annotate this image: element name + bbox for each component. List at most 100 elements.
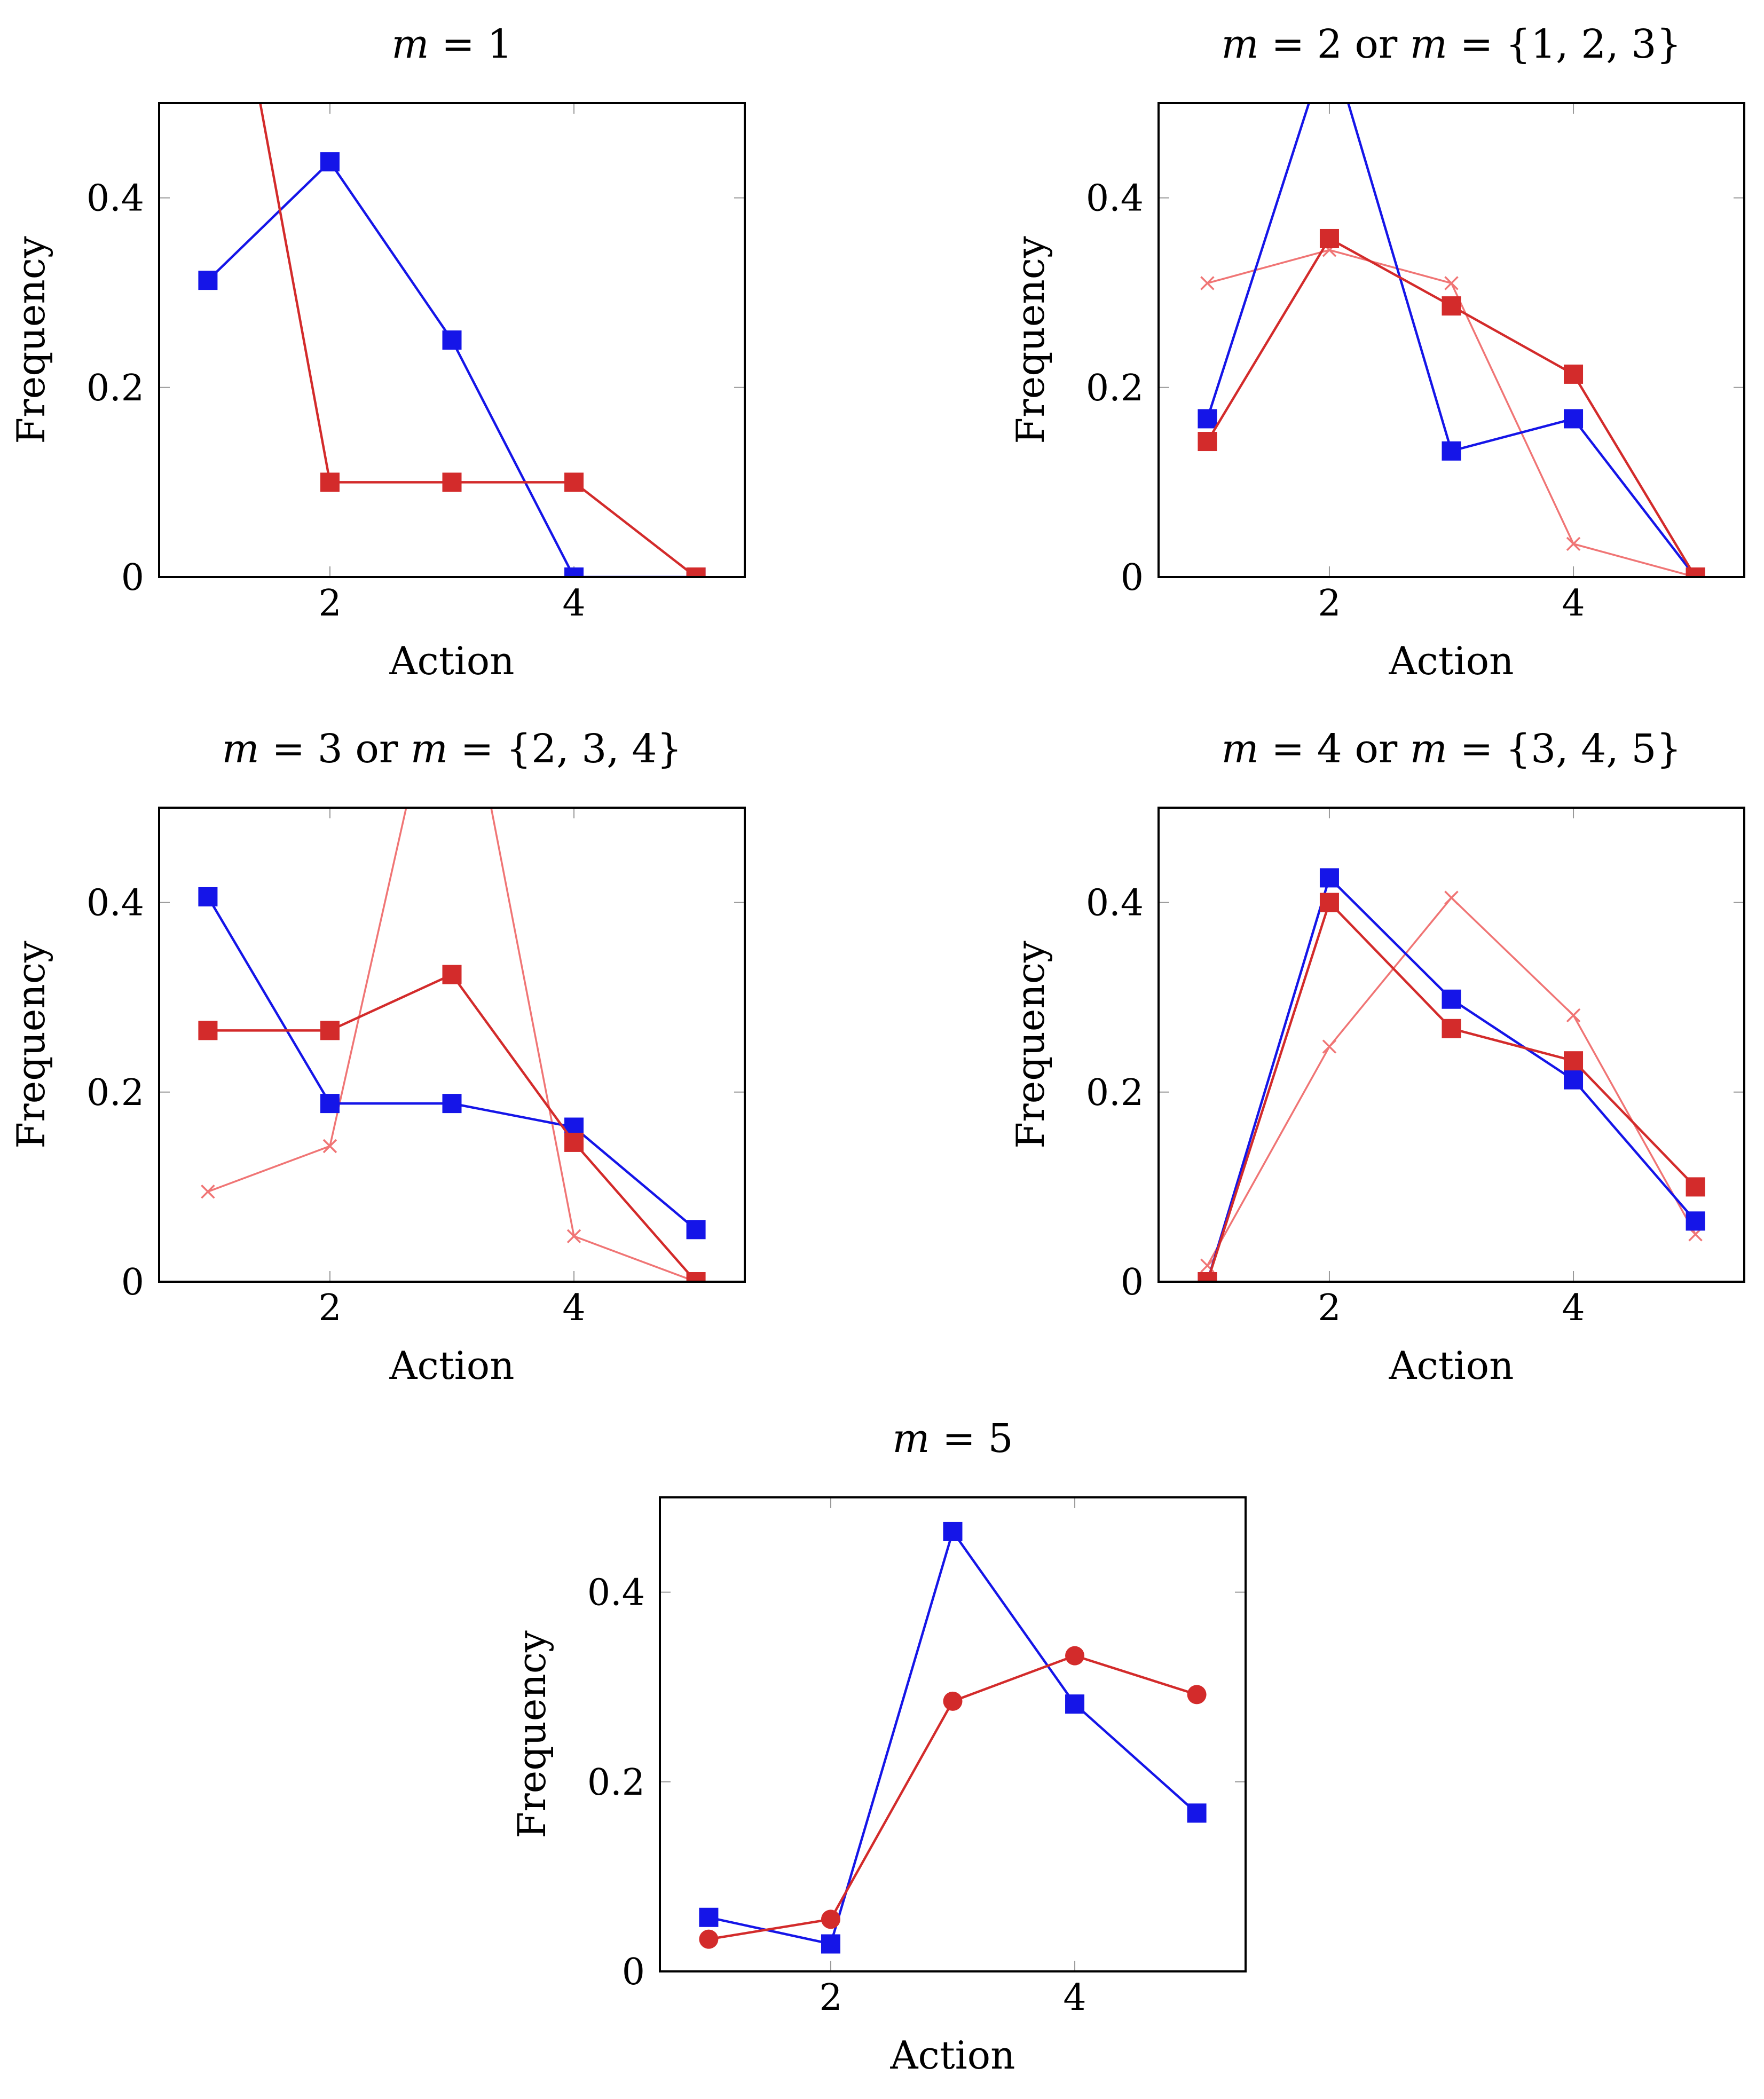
y-tick-label: 0.4 <box>587 1572 645 1614</box>
series-line-light-red <box>207 808 697 1282</box>
data-point-blue <box>1198 409 1217 429</box>
y-tick-label: 0.4 <box>1086 178 1144 220</box>
x-tick-label: 2 <box>318 582 341 625</box>
x-tick-label: 2 <box>819 1977 842 2019</box>
data-point-red <box>564 1132 584 1152</box>
data-point-red <box>564 472 584 492</box>
x-axis-label: Action <box>1389 638 1514 683</box>
x-tick-label: 4 <box>1063 1977 1086 2019</box>
data-point-blue <box>1319 868 1339 888</box>
data-point-red <box>686 567 706 577</box>
data-point-light-red <box>1566 536 1581 551</box>
x-tick-label: 2 <box>1318 1287 1341 1329</box>
data-point-blue <box>564 567 584 577</box>
data-point-red <box>1198 432 1217 452</box>
data-point-light-red <box>1444 890 1459 905</box>
data-point-blue <box>686 1220 706 1240</box>
y-tick-label: 0 <box>1121 557 1144 599</box>
data-point-red <box>1686 1177 1705 1197</box>
x-tick-label: 4 <box>562 1287 585 1329</box>
chart-title: m = 2 or m = {1, 2, 3} <box>1222 21 1682 67</box>
data-point-blue <box>320 1094 340 1114</box>
y-tick-label: 0.2 <box>587 1762 645 1804</box>
plot-frame <box>158 102 746 578</box>
y-axis-label: Frequency <box>509 1630 554 1838</box>
data-point-light-red <box>201 1185 215 1199</box>
y-tick-label: 0 <box>1121 1261 1144 1304</box>
plot-area <box>1198 103 1705 577</box>
plot-area <box>198 598 706 1282</box>
plot-area <box>198 103 706 577</box>
series-line-blue <box>207 896 697 1231</box>
series-line-blue <box>708 1528 1198 1946</box>
y-tick-label: 0 <box>622 1951 645 1993</box>
y-tick-label: 0.2 <box>86 367 144 409</box>
data-point-light-red <box>1444 276 1459 290</box>
data-point-blue <box>320 152 340 172</box>
data-point-light-red <box>446 598 459 611</box>
x-tick-label: 2 <box>318 1287 341 1329</box>
chart-title: m = 5 <box>892 1416 1013 1462</box>
data-point-blue <box>943 1521 963 1541</box>
plot-frame <box>1157 102 1745 578</box>
y-tick-label: 0.2 <box>1086 367 1144 409</box>
chart-2: 2 4 0 0.2 0.4 Action Frequency m = 2 or m = {1,… <box>1008 21 1745 683</box>
plot-area <box>1198 868 1705 1282</box>
data-point-red <box>320 1021 340 1040</box>
x-axis-label: Action <box>1389 1343 1514 1388</box>
data-point-red <box>943 1691 963 1711</box>
chart-title: m = 4 or m = {3, 4, 5} <box>1222 726 1682 772</box>
chart-3: 2 4 0 0.2 0.4 Action Frequency m = 3 or m = {2,… <box>9 598 746 1388</box>
x-tick-label: 4 <box>562 582 585 625</box>
y-tick-label: 0.4 <box>1086 882 1144 925</box>
data-point-light-red <box>1200 276 1215 290</box>
data-point-red <box>1319 228 1339 248</box>
data-point-blue <box>1065 1694 1085 1714</box>
y-tick-label: 0.2 <box>86 1072 144 1114</box>
data-point-red <box>1564 364 1584 384</box>
data-point-red <box>821 1909 840 1929</box>
y-axis-label: Frequency <box>1008 236 1053 444</box>
data-point-red <box>699 1929 719 1949</box>
data-point-red <box>198 1021 218 1040</box>
data-point-blue <box>1442 441 1461 461</box>
data-point-blue <box>1686 1211 1705 1231</box>
data-point-blue <box>442 1094 462 1114</box>
data-point-red <box>686 1272 706 1282</box>
series-line-blue <box>1206 875 1697 1282</box>
chart-title: m = 3 or m = {2, 3, 4} <box>222 726 682 772</box>
data-point-red <box>1187 1685 1207 1705</box>
x-axis-label: Action <box>389 1343 515 1388</box>
x-tick-label: 4 <box>1562 1287 1585 1329</box>
y-tick-label: 0 <box>121 557 144 599</box>
data-point-red <box>1198 1272 1217 1282</box>
plot-area <box>699 1521 1207 1954</box>
data-point-red <box>442 472 462 492</box>
plot-frame <box>1157 807 1745 1283</box>
data-point-red <box>1686 567 1705 577</box>
data-point-red <box>320 472 340 492</box>
x-tick-label: 4 <box>1562 582 1585 625</box>
data-point-blue <box>1187 1803 1207 1823</box>
series-line-blue <box>207 160 696 577</box>
data-point-light-red <box>1322 1039 1337 1054</box>
data-point-blue <box>1564 409 1584 429</box>
y-tick-label: 0.4 <box>86 882 144 925</box>
data-point-light-red <box>566 1229 581 1243</box>
series-line-red <box>1206 236 1697 577</box>
x-axis-label: Action <box>890 2033 1015 2078</box>
chart-5: 2 4 0 0.2 0.4 Action Frequency m = 5 <box>509 1416 1247 2078</box>
data-point-blue <box>198 887 218 906</box>
chart-title: m = 1 <box>391 21 512 67</box>
data-point-red <box>1442 296 1461 316</box>
y-axis-label: Frequency <box>9 941 53 1149</box>
x-axis-label: Action <box>389 638 515 683</box>
data-point-blue <box>1564 1070 1584 1090</box>
data-point-blue <box>198 271 218 290</box>
data-point-red <box>442 965 462 984</box>
chart-1: 2 4 0 0.2 0.4 Action Frequency m = 1 <box>9 21 746 683</box>
series-line-red <box>1206 900 1697 1282</box>
data-point-red <box>1065 1646 1085 1666</box>
data-point-blue <box>821 1934 840 1954</box>
